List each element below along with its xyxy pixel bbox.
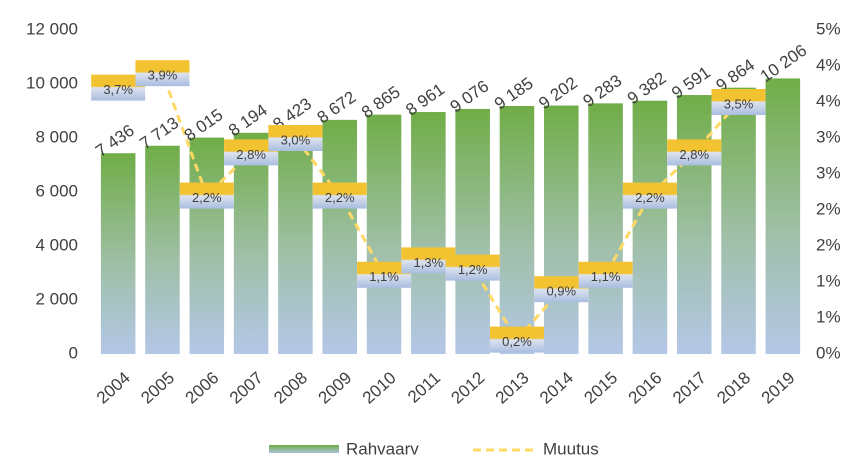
x-tick-label: 2004 bbox=[93, 368, 134, 407]
bar bbox=[366, 114, 402, 355]
line-value-label: 2,8% bbox=[236, 147, 266, 162]
x-tick-label: 2014 bbox=[536, 368, 577, 407]
y2-tick-label: 5% bbox=[816, 19, 841, 38]
line-value-label: 0,2% bbox=[502, 334, 532, 349]
label-box bbox=[445, 254, 500, 281]
y-tick-label: 6 000 bbox=[35, 181, 78, 200]
x-tick-label: 2008 bbox=[270, 368, 311, 407]
line-value-label: 1,2% bbox=[458, 262, 488, 277]
line-value-label: 1,3% bbox=[414, 255, 444, 270]
line-value-label: 2,2% bbox=[635, 190, 665, 205]
y2-tick-label: 0% bbox=[816, 343, 841, 362]
label-box bbox=[489, 326, 544, 353]
bar bbox=[100, 153, 136, 354]
legend: Rahvaarv Muutus bbox=[269, 439, 599, 458]
y2-tick-label: 1% bbox=[816, 307, 841, 326]
label-box bbox=[667, 139, 722, 166]
line-value-label: 2,2% bbox=[192, 190, 222, 205]
y-tick-label: 8 000 bbox=[35, 127, 78, 146]
bar bbox=[588, 103, 623, 354]
label-box bbox=[268, 125, 323, 151]
label-box bbox=[135, 60, 190, 87]
bar bbox=[411, 112, 446, 354]
bar bbox=[278, 126, 313, 354]
label-box bbox=[711, 89, 766, 115]
line-value-label: 0,9% bbox=[546, 284, 576, 299]
line-value-label: 3,5% bbox=[724, 96, 754, 111]
line-value-label: 1,1% bbox=[591, 269, 621, 284]
y2-tick-label: 4% bbox=[816, 91, 841, 110]
legend-label: Muutus bbox=[543, 439, 599, 458]
line-value-label: 3,7% bbox=[103, 82, 133, 97]
y-tick-label: 12 000 bbox=[26, 19, 78, 38]
bar bbox=[145, 145, 180, 354]
x-tick-label: 2018 bbox=[713, 368, 754, 407]
bar bbox=[455, 108, 490, 354]
y2-tick-label: 1% bbox=[816, 271, 841, 290]
x-tick-label: 2017 bbox=[669, 368, 710, 407]
bar bbox=[543, 105, 579, 355]
y-tick-label: 4 000 bbox=[35, 235, 78, 254]
x-tick-label: 2009 bbox=[315, 368, 356, 407]
y2-tick-label: 3% bbox=[816, 163, 841, 182]
y2-tick-label: 2% bbox=[816, 199, 841, 218]
legend-label: Rahvaarv bbox=[346, 439, 419, 458]
bar bbox=[233, 132, 269, 354]
x-tick-label: 2007 bbox=[226, 368, 267, 407]
x-tick-label: 2013 bbox=[492, 368, 533, 407]
bar bbox=[676, 95, 712, 354]
x-tick-label: 2005 bbox=[137, 368, 178, 407]
label-box bbox=[312, 182, 367, 209]
bar bbox=[189, 137, 225, 354]
bar bbox=[721, 87, 756, 354]
label-box bbox=[179, 182, 234, 209]
line-value-label: 3,0% bbox=[281, 132, 311, 147]
bar bbox=[499, 106, 535, 354]
line-value-label: 2,8% bbox=[679, 147, 709, 162]
legend-swatch bbox=[269, 445, 339, 453]
bar bbox=[322, 119, 358, 354]
bar bbox=[632, 100, 668, 354]
x-tick-label: 2011 bbox=[404, 368, 444, 407]
y-tick-label: 2 000 bbox=[35, 289, 78, 308]
y2-tick-label: 2% bbox=[816, 235, 841, 254]
y2-tick-label: 4% bbox=[816, 55, 841, 74]
x-tick-label: 2019 bbox=[758, 368, 799, 407]
y-tick-label: 10 000 bbox=[26, 73, 78, 92]
x-tick-label: 2012 bbox=[448, 368, 489, 407]
line-value-label: 2,2% bbox=[325, 190, 355, 205]
line-value-label: 3,9% bbox=[148, 68, 178, 83]
x-tick-label: 2015 bbox=[580, 368, 621, 407]
x-tick-label: 2006 bbox=[182, 368, 223, 407]
line-value-label: 1,1% bbox=[369, 269, 399, 284]
y2-tick-label: 3% bbox=[816, 127, 841, 146]
label-box bbox=[578, 261, 633, 288]
x-tick-label: 2016 bbox=[625, 368, 666, 407]
x-tick-label: 2010 bbox=[359, 368, 400, 407]
y-tick-label: 0 bbox=[69, 343, 78, 362]
bar bbox=[765, 78, 801, 355]
label-box bbox=[622, 182, 677, 209]
